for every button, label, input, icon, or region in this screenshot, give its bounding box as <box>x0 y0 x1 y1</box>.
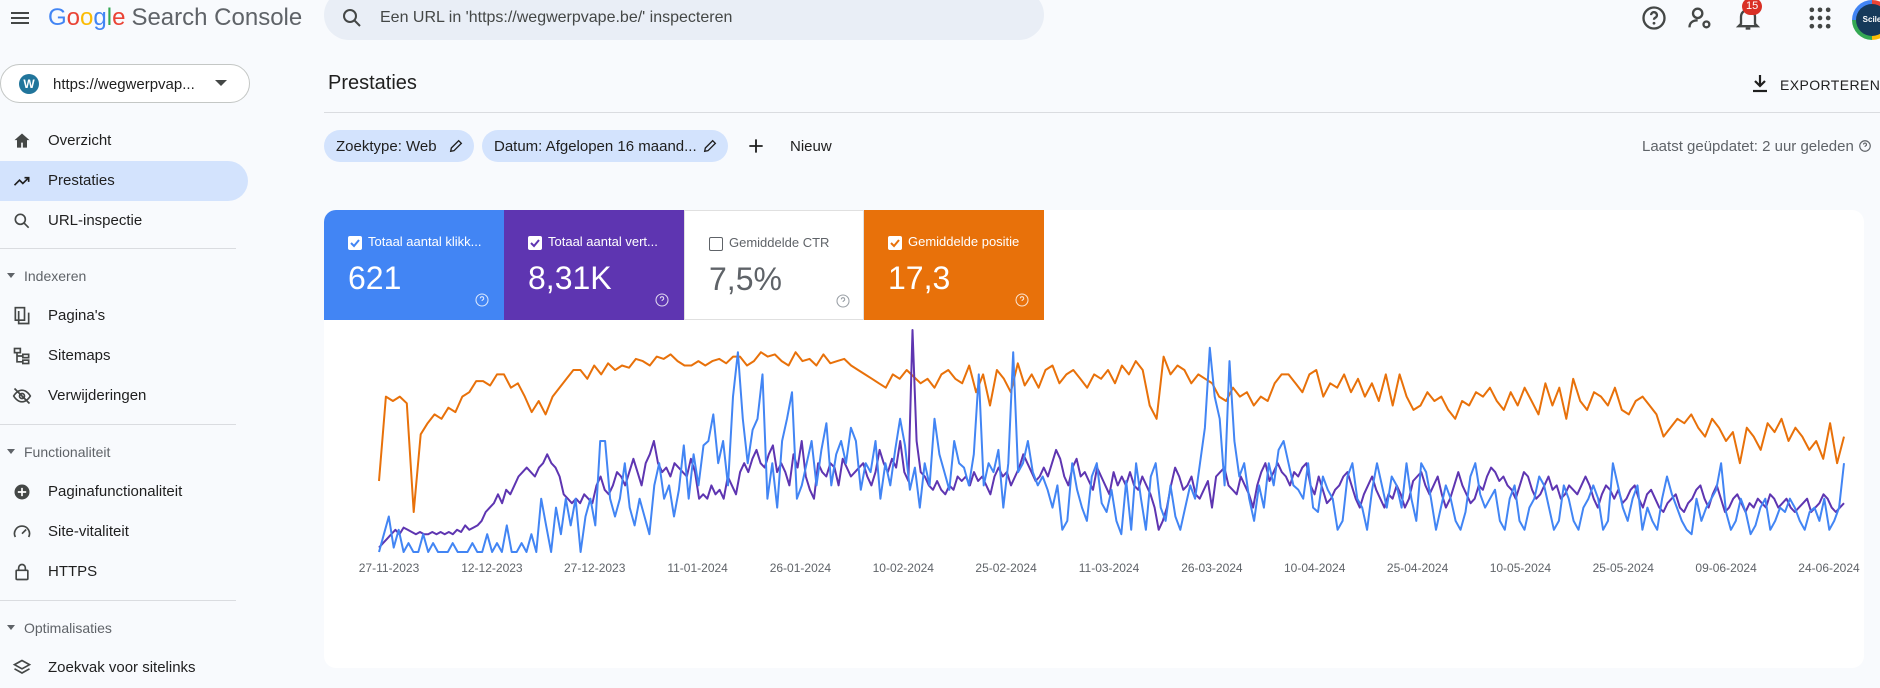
series-line-position <box>378 351 1845 513</box>
help-icon[interactable] <box>835 293 851 309</box>
filter-chip-zoektype[interactable]: Zoektype: Web <box>324 130 474 162</box>
x-tick-label: 11-01-2024 <box>667 561 728 575</box>
checkbox-checked-icon[interactable] <box>528 236 542 250</box>
search-icon <box>14 213 30 229</box>
sidebar-divider <box>0 248 236 249</box>
x-tick-label: 11-03-2024 <box>1079 561 1140 575</box>
product-name: Search Console <box>131 4 303 31</box>
sidebar-item-sitemaps[interactable]: Sitemaps <box>0 336 248 376</box>
trending-up-icon <box>13 176 30 186</box>
sidebar-item-prestaties[interactable]: Prestaties <box>0 161 248 201</box>
x-tick-label: 10-02-2024 <box>873 561 935 575</box>
performance-line-chart[interactable]: 27-11-2023 12-12-2023 27-12-2023 11-01-2024… <box>324 320 1864 668</box>
sidebar-item-paginafunctionaliteit[interactable]: Paginafunctionaliteit <box>0 472 248 512</box>
x-tick-label: 25-04-2024 <box>1387 561 1449 575</box>
layers-icon <box>12 659 32 674</box>
edit-pencil-icon[interactable] <box>448 138 464 154</box>
collapse-triangle-icon <box>7 273 15 278</box>
notification-badge: 15 <box>1742 0 1763 15</box>
account-avatar[interactable]: Scile <box>1852 0 1880 40</box>
download-icon <box>1753 75 1767 93</box>
property-selector[interactable]: W https://wegwerpvap... <box>0 64 250 103</box>
collapse-triangle-icon <box>7 449 15 454</box>
sitemap-icon <box>13 347 30 365</box>
section-optimalisaties[interactable]: Optimalisaties <box>0 608 248 648</box>
series-line-impressions <box>378 329 1845 549</box>
new-filter-button[interactable]: Nieuw <box>742 130 832 162</box>
sidebar-item-verwijderingen[interactable]: Verwijderingen <box>0 376 248 416</box>
manage-user-icon[interactable] <box>1686 4 1714 32</box>
checkbox-checked-icon[interactable] <box>888 236 902 250</box>
x-tick-label: 25-05-2024 <box>1593 561 1655 575</box>
metric-tile-ctr[interactable]: Gemiddelde CTR 7,5% <box>684 210 864 320</box>
help-icon[interactable] <box>474 292 490 308</box>
url-inspect-search-bar <box>324 0 1044 40</box>
speedometer-icon <box>13 525 31 538</box>
apps-grid-icon[interactable] <box>1806 4 1834 32</box>
home-icon <box>14 133 30 148</box>
help-icon[interactable] <box>1014 292 1030 308</box>
last-updated-text: Laatst geüpdatet: 2 uur geleden <box>1642 138 1872 155</box>
x-tick-label: 12-12-2023 <box>461 561 523 575</box>
pages-icon <box>14 306 30 325</box>
edit-pencil-icon[interactable] <box>702 138 718 154</box>
help-icon[interactable] <box>1640 4 1668 32</box>
chevron-down-icon <box>215 80 227 86</box>
x-tick-label: 10-05-2024 <box>1490 561 1552 575</box>
x-tick-label: 25-02-2024 <box>975 561 1037 575</box>
section-functionaliteit[interactable]: Functionaliteit <box>0 432 248 472</box>
x-tick-label: 27-11-2023 <box>359 561 420 575</box>
metric-tile-impressions[interactable]: Totaal aantal vert... 8,31K <box>504 210 684 320</box>
plus-icon <box>749 139 763 153</box>
series-line-clicks <box>378 346 1845 553</box>
x-tick-label: 10-04-2024 <box>1284 561 1346 575</box>
filter-chip-datum[interactable]: Datum: Afgelopen 16 maand... <box>482 130 728 162</box>
sidebar: W https://wegwerpvap... Overzicht Presta… <box>0 44 250 683</box>
sidebar-item-zoekvak-sitelinks[interactable]: Zoekvak voor sitelinks <box>0 648 248 688</box>
help-icon[interactable] <box>654 292 670 308</box>
sidebar-divider <box>0 600 236 601</box>
help-icon[interactable] <box>1858 139 1872 153</box>
eye-off-icon <box>12 387 32 405</box>
x-tick-label: 27-12-2023 <box>564 561 626 575</box>
collapse-triangle-icon <box>7 625 15 630</box>
checkbox-unchecked-icon[interactable] <box>709 237 723 251</box>
sidebar-item-paginas[interactable]: Pagina's <box>0 296 248 336</box>
section-indexeren[interactable]: Indexeren <box>0 256 248 296</box>
menu-icon[interactable] <box>8 6 32 30</box>
sidebar-item-site-vitaliteit[interactable]: Site-vitaliteit <box>0 512 248 552</box>
sidebar-item-https[interactable]: HTTPS <box>0 552 248 592</box>
sidebar-item-url-inspectie[interactable]: URL-inspectie <box>0 201 248 241</box>
header-divider <box>324 112 1880 113</box>
x-tick-label: 24-06-2024 <box>1798 561 1860 575</box>
x-tick-label: 26-03-2024 <box>1181 561 1243 575</box>
plus-circle-icon <box>14 484 30 500</box>
sidebar-divider <box>0 424 236 425</box>
x-tick-label: 09-06-2024 <box>1695 561 1757 575</box>
performance-card: Totaal aantal klikk... 621 Totaal aantal… <box>324 210 1864 668</box>
lock-icon <box>15 563 29 581</box>
url-inspect-input[interactable] <box>380 6 1020 30</box>
checkbox-checked-icon[interactable] <box>348 236 362 250</box>
page-title: Prestaties <box>328 72 417 94</box>
search-icon[interactable] <box>340 6 364 30</box>
x-tick-label: 26-01-2024 <box>770 561 832 575</box>
google-search-console-logo[interactable]: Google Search Console <box>48 4 303 31</box>
metric-tile-clicks[interactable]: Totaal aantal klikk... 621 <box>324 210 504 320</box>
metric-tile-position[interactable]: Gemiddelde positie 17,3 <box>864 210 1044 320</box>
wordpress-icon: W <box>19 74 39 94</box>
main-content: Prestaties EXPORTEREN Zoektype: Web Datu… <box>324 44 1880 683</box>
sidebar-item-overzicht[interactable]: Overzicht <box>0 121 248 161</box>
